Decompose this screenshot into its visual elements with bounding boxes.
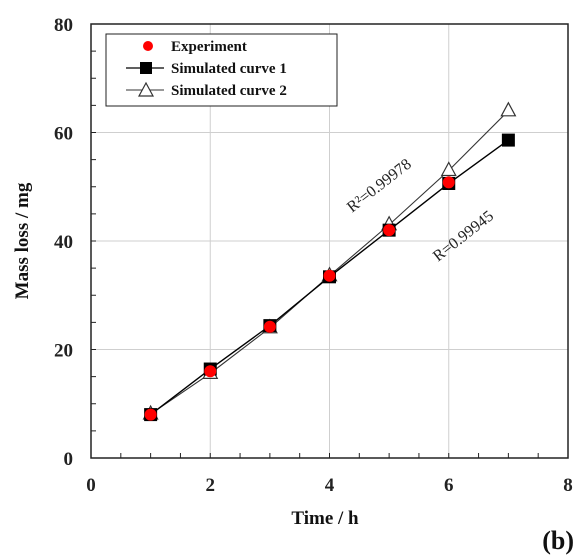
- panel-label: (b): [542, 526, 574, 555]
- x-tick-label: 8: [563, 475, 573, 496]
- y-tick-labels: 0 20 40 60 80: [54, 15, 73, 470]
- experiment-point: [323, 269, 336, 282]
- x-tick-label: 0: [86, 475, 96, 496]
- curve-2-point: [440, 161, 457, 177]
- legend: Experiment Simulated curve 1 Simulated c…: [105, 33, 338, 107]
- legend-label-curve-2: Simulated curve 2: [171, 83, 287, 99]
- legend-marker-experiment: [143, 41, 153, 51]
- x-axis-title: Time / h: [291, 508, 359, 529]
- y-tick-label: 0: [64, 449, 74, 470]
- x-tick-label: 4: [325, 475, 335, 496]
- x-tick-label: 2: [206, 475, 216, 496]
- experiment-point: [144, 408, 157, 421]
- y-tick-label: 40: [54, 232, 73, 253]
- experiment-point: [383, 224, 396, 237]
- legend-marker-curve-2: [137, 81, 155, 97]
- y-axis-title: Mass loss / mg: [12, 182, 33, 299]
- legend-label-experiment: Experiment: [171, 39, 247, 55]
- curve-1-point: [501, 133, 515, 147]
- legend-marker-curve-1: [140, 62, 152, 74]
- annotation-r2: R²=0.99978: [344, 156, 415, 216]
- curve-2-point: [500, 101, 517, 117]
- experiment-point: [263, 320, 276, 333]
- experiment-point: [204, 365, 217, 378]
- y-tick-label: 60: [54, 124, 73, 145]
- y-tick-label: 80: [54, 15, 73, 36]
- y-tick-label: 20: [54, 341, 73, 362]
- experiment-point: [442, 176, 455, 189]
- x-tick-labels: 0 2 4 6 8: [86, 475, 573, 496]
- series: [142, 101, 517, 422]
- annotation-r: R=0.99945: [430, 208, 497, 266]
- minor-ticks: [90, 23, 569, 459]
- x-tick-label: 6: [444, 475, 454, 496]
- legend-label-curve-1: Simulated curve 1: [171, 61, 287, 77]
